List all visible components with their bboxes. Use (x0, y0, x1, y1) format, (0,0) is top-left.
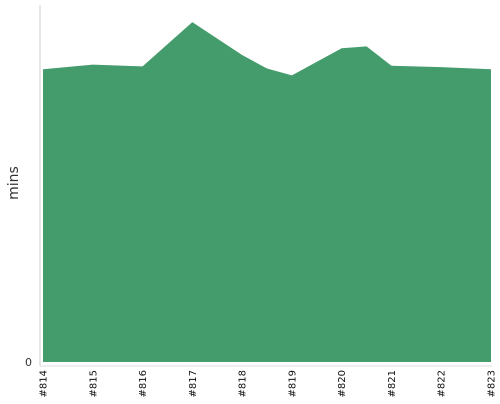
x-tick-label: #822 (437, 370, 448, 397)
y-tick-label: 0 (25, 356, 32, 369)
x-tick-label: #820 (337, 370, 348, 397)
x-tick-label: #815 (88, 370, 99, 397)
x-tick-label: #819 (287, 370, 298, 397)
y-axis-label: mins (6, 166, 22, 200)
x-tick-label: #816 (138, 370, 149, 397)
x-tick-label: #818 (238, 370, 249, 397)
x-tick-label: #823 (487, 370, 498, 397)
area-series (43, 22, 491, 362)
x-tick-label: #814 (39, 370, 50, 397)
x-tick-label: #817 (188, 370, 199, 397)
x-tick-label: #821 (387, 370, 398, 397)
